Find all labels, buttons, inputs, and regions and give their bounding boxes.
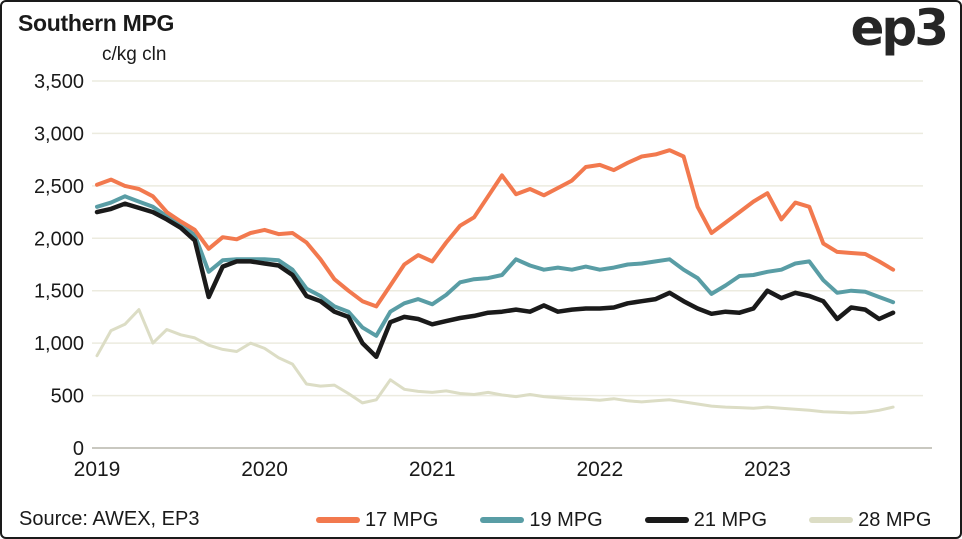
legend-item-21-mpg: 21 MPG [644, 508, 768, 532]
x-tick-label: 2022 [576, 458, 623, 481]
x-tick-label: 2020 [241, 458, 288, 481]
ep3-logo: ep3 [850, 0, 949, 57]
legend-label: 21 MPG [693, 508, 768, 531]
legend-swatch [480, 517, 525, 523]
y-tick-label: 2,000 [34, 228, 84, 250]
y-tick-label: 3,000 [34, 123, 84, 145]
chart-title: Southern MPG [18, 10, 175, 36]
legend-item-17-mpg: 17 MPG [316, 509, 438, 532]
legend-swatch [644, 517, 689, 523]
y-tick-label: 0 [73, 438, 84, 460]
legend-item-28-mpg: 28 MPG [809, 509, 931, 532]
legend-label: 28 MPG [858, 508, 932, 531]
y-axis-unit-label: c/kg cln [102, 44, 167, 65]
x-tick-label: 2023 [744, 458, 791, 481]
x-tick-label: 2021 [409, 458, 456, 481]
series-line-19-mpg [95, 194, 896, 338]
legend-label: 19 MPG [529, 508, 603, 531]
y-tick-label: 1,500 [34, 281, 84, 303]
source-attribution: Source: AWEX, EP3 [19, 508, 200, 530]
y-tick-label: 500 [51, 386, 84, 408]
y-tick-label: 2,500 [34, 176, 84, 198]
series-line-28-mpg [95, 308, 895, 415]
y-tick-label: 3,500 [34, 71, 84, 93]
chart-legend: 17 MPG 19 MPG 21 MPG 28 MPG [316, 505, 931, 535]
x-tick-label: 2019 [74, 458, 121, 481]
legend-swatch [316, 517, 360, 523]
legend-swatch [809, 517, 854, 523]
y-tick-label: 1,000 [34, 333, 84, 355]
legend-item-19-mpg: 19 MPG [480, 508, 603, 532]
series-line-21-mpg [94, 201, 896, 360]
chart-footer: Source: AWEX, EP3 17 MPG 19 MPG 21 MPG 28 M… [2, 505, 960, 535]
legend-label: 17 MPG [365, 508, 439, 531]
series-line-17-mpg [95, 148, 896, 309]
